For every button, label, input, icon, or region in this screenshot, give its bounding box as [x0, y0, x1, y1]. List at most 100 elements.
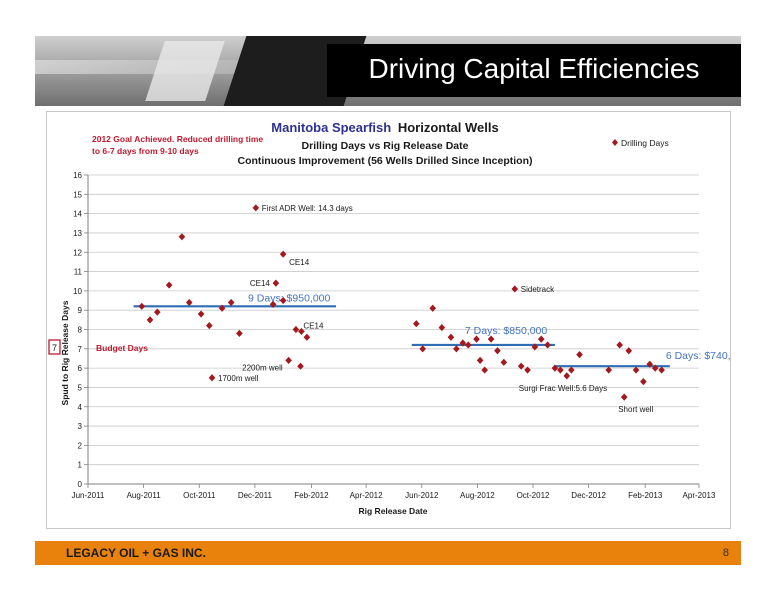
data-point — [620, 393, 628, 401]
grid-lines — [88, 174, 699, 485]
trend-line-label: 7 Days: $850,000 — [465, 325, 547, 337]
data-point — [616, 341, 623, 349]
data-point — [252, 204, 260, 212]
data-point — [178, 233, 186, 241]
x-tick-label: Aug-2012 — [460, 491, 495, 500]
legend-label: Drilling Days — [621, 138, 669, 148]
data-point — [551, 364, 559, 372]
chart-frame: 0 1 2 3 4 5 6 7 8 9 10 11 12 13 14 15 16 Jun-2011 Aug-2011… — [46, 111, 731, 529]
x-tick-label: Jun-2012 — [405, 491, 439, 500]
data-point — [205, 322, 213, 330]
x-tick-label: Oct-2011 — [183, 491, 216, 500]
data-point — [481, 366, 488, 374]
x-tick-label: Jun-2011 — [72, 491, 105, 500]
x-tick-label: Dec-2011 — [238, 491, 273, 500]
y-tick-label: 2 — [78, 441, 83, 450]
data-point — [218, 304, 226, 312]
y-tick-label: 6 — [78, 364, 83, 373]
slide-title: Driving Capital Efficiencies — [368, 53, 700, 84]
annotation-label: CE14 — [250, 279, 271, 288]
data-point — [303, 333, 311, 341]
banner-light-shape — [145, 41, 225, 101]
data-point — [576, 351, 583, 359]
data-point — [544, 341, 551, 349]
x-tick-label: Aug-2011 — [127, 491, 162, 500]
y-tick-label: 5 — [78, 383, 83, 392]
y-tick-label: 13 — [73, 229, 82, 238]
trend-lines: 9 Days: $950,000 7 Days: $850,000 6 Days: … — [133, 292, 730, 368]
data-point — [651, 364, 659, 372]
y-tick-label: 14 — [73, 210, 82, 219]
data-point — [236, 329, 243, 337]
goal-note-line2: to 6-7 days from 9-10 days — [92, 146, 199, 156]
budget-value: 7 — [52, 343, 57, 353]
data-point — [154, 308, 161, 316]
data-points — [138, 204, 665, 401]
annotations: First ADR Well: 14.3 days CE14 CE14 CE14 220… — [218, 204, 654, 414]
data-point — [557, 366, 564, 374]
chart-title: Manitoba Spearfish Horizontal Wells — [271, 120, 498, 135]
budget-marker: 7 Budget Days — [48, 339, 148, 355]
annotation-label: First ADR Well: 14.3 days — [262, 204, 353, 213]
company-name: LEGACY OIL + GAS INC. — [66, 546, 206, 560]
y-tick-label: 4 — [78, 403, 83, 412]
legend: Drilling Days — [612, 138, 669, 148]
data-point — [605, 366, 613, 374]
data-point — [563, 372, 571, 380]
data-point — [476, 356, 484, 364]
data-point — [146, 316, 154, 324]
data-point — [537, 335, 545, 343]
budget-value-box — [48, 339, 61, 355]
y-tick-label: 1 — [78, 461, 83, 470]
y-tick-label: 3 — [78, 422, 83, 431]
data-point — [473, 335, 480, 343]
data-point — [658, 366, 665, 374]
data-point — [292, 325, 300, 334]
page-number: 8 — [722, 547, 729, 559]
data-point — [464, 341, 472, 349]
data-point — [279, 250, 287, 258]
y-tick-label: 10 — [73, 287, 82, 296]
data-point — [487, 335, 495, 343]
budget-label: Budget Days — [96, 343, 148, 353]
data-point — [494, 347, 501, 355]
data-point — [185, 298, 193, 307]
data-point — [625, 347, 633, 355]
data-point — [165, 281, 173, 289]
data-point — [138, 302, 146, 310]
chart-title-part1: Manitoba Spearfish — [271, 120, 391, 135]
data-point — [272, 279, 280, 287]
x-tick-label: Oct-2012 — [517, 491, 550, 500]
data-point — [279, 296, 287, 305]
y-tick-label: 9 — [78, 306, 83, 315]
chart-subtitle-2: Continuous Improvement (56 Wells Drilled… — [237, 155, 532, 167]
annotation-label: Short well — [618, 405, 653, 414]
annotation-label: 1700m well — [218, 374, 259, 383]
chart-title-part2: Horizontal Wells — [398, 120, 499, 135]
annotation-label: CE14 — [289, 258, 310, 267]
y-tick-label: 7 — [78, 345, 83, 354]
data-point — [640, 378, 647, 386]
annotation-label: CE14 — [303, 321, 324, 330]
x-tick-label: Dec-2012 — [571, 491, 606, 500]
y-tick-label: 12 — [73, 248, 82, 257]
annotation-label: 2200m well — [242, 363, 283, 372]
data-point — [412, 320, 420, 328]
data-point — [227, 298, 235, 307]
data-point — [517, 362, 525, 370]
x-tick-label: Feb-2013 — [628, 491, 663, 500]
y-tick-label: 11 — [74, 268, 83, 277]
y-tick-label: 16 — [73, 171, 82, 180]
data-point — [459, 339, 467, 347]
data-point — [632, 366, 640, 374]
data-point — [269, 300, 277, 308]
chart-subtitle-1: Drilling Days vs Rig Release Date — [302, 140, 469, 152]
trend-line-label: 6 Days: $740,000 — [666, 350, 730, 362]
data-point — [524, 366, 531, 374]
title-box: Driving Capital Efficiencies — [327, 44, 741, 97]
data-point — [511, 285, 519, 293]
data-point — [298, 327, 305, 336]
x-tick-label: Apr-2013 — [683, 491, 716, 500]
footer-bar: LEGACY OIL + GAS INC. 8 — [35, 541, 741, 565]
